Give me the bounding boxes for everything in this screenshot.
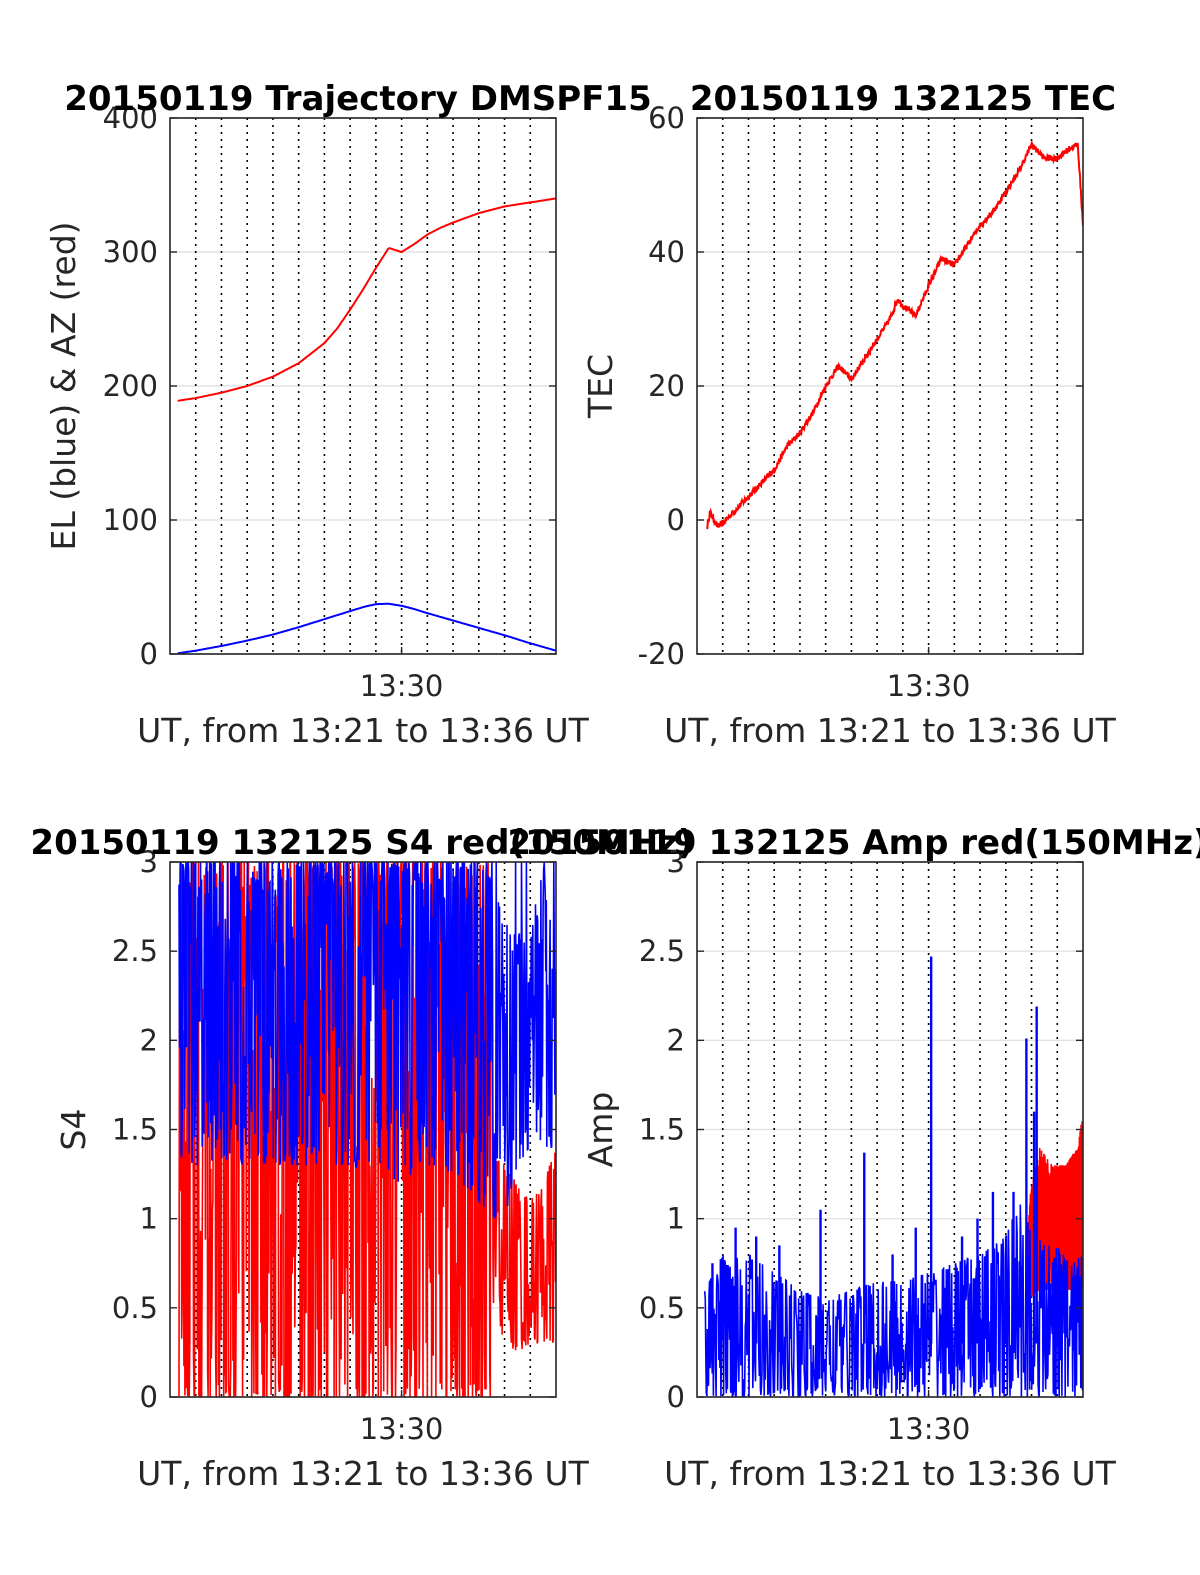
y-tick-label: 100 <box>103 503 158 537</box>
y-tick-label: 60 <box>648 101 685 135</box>
y-tick-label: 1.5 <box>639 1113 685 1147</box>
x-tick-label: 13:30 <box>887 1412 971 1446</box>
y-tick-label: 20 <box>648 369 685 403</box>
plot-area <box>706 139 1083 530</box>
y-tick-label: 0 <box>140 637 158 671</box>
y-tick-label: 200 <box>103 369 158 403</box>
panel-amp: 0 0.5 1 1.5 2 2.5 3 13:30 UT, from 13:21 to 13:3… <box>507 823 1200 1493</box>
x-axis-label: UT, from 13:21 to 13:36 UT <box>137 1454 590 1493</box>
plot-area <box>177 197 556 654</box>
series-band-1 <box>703 1204 1083 1397</box>
x-tick-label: 13:30 <box>887 669 971 703</box>
y-tick-label: 0 <box>667 1380 685 1414</box>
x-axis-label: UT, from 13:21 to 13:36 UT <box>137 711 590 750</box>
x-tick-label: 13:30 <box>360 669 444 703</box>
chart-title: 20150119 132125 Amp red(150MHz) <box>507 823 1200 863</box>
series-line-0 <box>706 139 1083 530</box>
y-tick-label: 0 <box>140 1380 158 1414</box>
plot-area <box>178 862 556 1397</box>
y-tick-label: 0.5 <box>112 1291 158 1325</box>
y-tick-label: -20 <box>638 637 685 671</box>
y-tick-label: 3 <box>140 845 158 879</box>
series-line-1 <box>177 602 556 654</box>
chart-title: 20150119 132125 TEC <box>690 79 1116 119</box>
series-line-0 <box>177 197 556 402</box>
y-tick-label: 1 <box>140 1202 158 1236</box>
panel-s4: 0 0.5 1 1.5 2 2.5 3 13:30 UT, from 13:21 to 13:3… <box>30 823 693 1493</box>
x-axis-label: UT, from 13:21 to 13:36 UT <box>664 1454 1117 1493</box>
y-tick-label: 2.5 <box>639 934 685 968</box>
y-tick-label: 1 <box>667 1202 685 1236</box>
y-tick-label: 0 <box>667 503 685 537</box>
y-axis-label: EL (blue) & AZ (red) <box>44 221 83 550</box>
series-band-1 <box>178 862 556 1219</box>
y-tick-label: 40 <box>648 235 685 269</box>
x-tick-label: 13:30 <box>360 1412 444 1446</box>
y-axis-label: Amp <box>581 1092 620 1168</box>
y-tick-label: 3 <box>667 845 685 879</box>
y-tick-label: 2 <box>140 1023 158 1057</box>
y-tick-label: 2 <box>667 1023 685 1057</box>
y-axis-label: TEC <box>581 354 620 419</box>
x-axis-label: UT, from 13:21 to 13:36 UT <box>664 711 1117 750</box>
y-tick-label: 2.5 <box>112 934 158 968</box>
panel-tec: -20 0 20 40 60 13:30 UT, from 13:21 to 13:36 U… <box>581 79 1117 750</box>
panel-trajectory: 0 100 200 300 400 13:30 UT, from 13:21 to 13:3… <box>44 79 652 750</box>
y-tick-label: 400 <box>103 101 158 135</box>
chart-title: 20150119 Trajectory DMSPF15 <box>64 79 652 119</box>
y-axis-label: S4 <box>54 1109 93 1151</box>
y-tick-label: 0.5 <box>639 1291 685 1325</box>
y-tick-label: 300 <box>103 235 158 269</box>
chart-title: 20150119 132125 S4 red(150MHz) <box>30 823 693 863</box>
y-tick-label: 1.5 <box>112 1113 158 1147</box>
plot-area <box>703 956 1083 1397</box>
